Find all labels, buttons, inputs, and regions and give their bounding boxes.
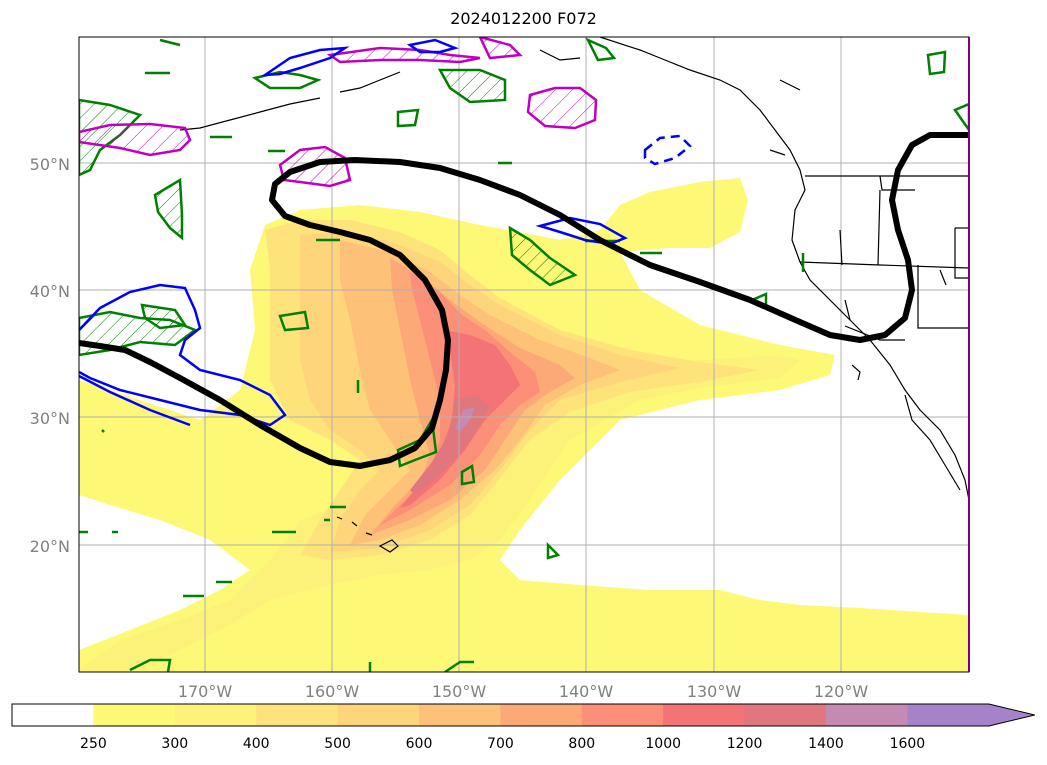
colorbar-tick-label: 300	[161, 736, 188, 752]
lon-label-140w: 140°W	[559, 682, 614, 701]
magenta-contours	[79, 37, 598, 188]
colorbar-tick-label: 700	[487, 736, 514, 752]
colorbar-segment	[907, 704, 990, 726]
colorbar-segment	[744, 704, 827, 726]
colorbar-segment	[663, 704, 746, 726]
colorbar-segment	[500, 704, 583, 726]
lon-label-120w: 120°W	[814, 682, 869, 701]
fill-level-1600	[455, 407, 475, 432]
lon-label-150w: 150°W	[432, 682, 487, 701]
colorbar-segment	[256, 704, 339, 726]
filled-contours	[79, 178, 969, 672]
lon-label-130w: 130°W	[687, 682, 742, 701]
colorbar-tick-label: 400	[243, 736, 270, 752]
black-contour	[79, 132, 969, 469]
map-title: 2024012200 F072	[450, 9, 597, 28]
colorbar-segment	[826, 704, 908, 726]
colorbar-tick-label: 1400	[808, 736, 844, 752]
colorbar-segment	[93, 704, 176, 726]
lon-label-160w: 160°W	[305, 682, 360, 701]
blue-contours	[79, 38, 692, 427]
map-panel	[79, 37, 969, 672]
colorbar-outline	[11, 703, 1035, 727]
gridlines	[79, 37, 969, 672]
colorbar-tick-label: 1000	[645, 736, 681, 752]
colorbar-tick-label: 1200	[727, 736, 763, 752]
colorbar-segment	[337, 704, 420, 726]
colorbar-segment	[419, 704, 501, 726]
colorbar-segment	[174, 704, 257, 726]
lat-label-50: 50°N	[30, 155, 70, 174]
colorbar-tick-label: 1600	[890, 736, 926, 752]
colorbar-tick-label: 250	[80, 736, 107, 752]
colorbar-tick-label: 800	[568, 736, 595, 752]
lat-label-40: 40°N	[30, 282, 70, 301]
lon-labels: 170°W 160°W 150°W 140°W 130°W 120°W	[178, 682, 869, 701]
lat-label-20: 20°N	[30, 537, 70, 556]
colorbar-tick-label: 500	[324, 736, 351, 752]
colorbar-segment	[581, 704, 664, 726]
colorbar: 250 300 400 500 600 700 800 1000 1200 1400 1600	[11, 703, 1035, 752]
lon-label-170w: 170°W	[178, 682, 233, 701]
colorbar-segment	[12, 704, 94, 726]
coastlines	[179, 37, 969, 553]
lat-label-30: 30°N	[30, 409, 70, 428]
lat-labels: 50°N 40°N 30°N 20°N	[30, 155, 70, 556]
colorbar-tick-label: 600	[406, 736, 433, 752]
colorbar-extend-arrow	[988, 704, 1035, 726]
